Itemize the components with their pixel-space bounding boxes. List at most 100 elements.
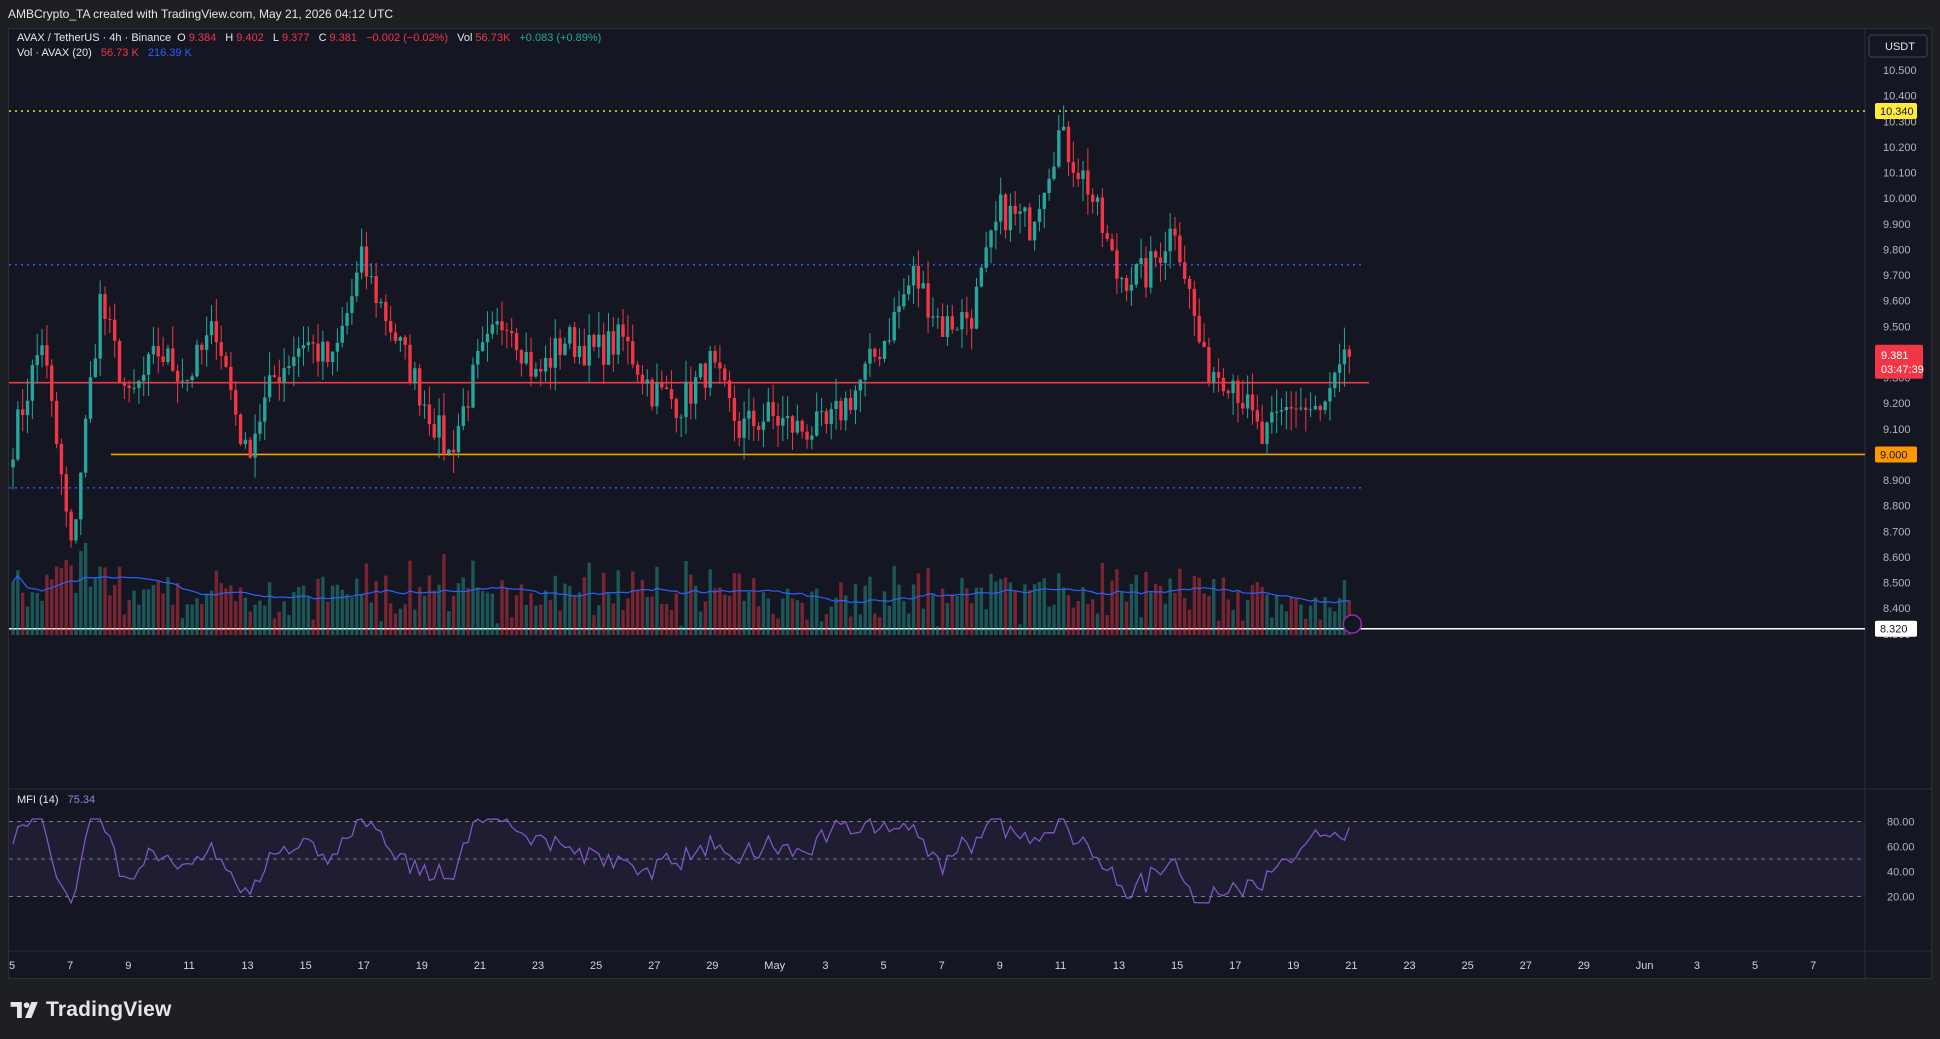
time-tick-label: 13 <box>241 960 253 972</box>
volume-bar <box>1333 611 1337 635</box>
volume-bar <box>500 580 504 635</box>
candle-body <box>674 398 679 418</box>
volume-bar <box>292 591 296 635</box>
volume-bar <box>296 586 301 635</box>
price-tick-label: 9.200 <box>1883 398 1911 410</box>
candle-body <box>1279 410 1284 412</box>
candle-body <box>1241 402 1245 409</box>
candle-body <box>93 358 98 378</box>
mfi-name[interactable]: MFI (14) <box>17 794 59 806</box>
candle-body <box>1250 394 1255 411</box>
volume-bar <box>698 611 703 635</box>
price-tick-label: 8.600 <box>1883 552 1911 564</box>
volume-bar <box>301 585 306 635</box>
volume-bar <box>514 595 519 635</box>
tradingview-logo[interactable]: TradingView <box>10 998 172 1022</box>
volume-bar <box>495 623 499 635</box>
volume-ma-value: 216.39 K <box>147 47 192 59</box>
volume-bar <box>451 595 456 635</box>
price-tick-label: 9.100 <box>1883 424 1911 436</box>
candle-body <box>539 368 543 372</box>
candle-body <box>214 321 219 343</box>
mfi-line <box>12 817 1350 905</box>
volume-bar <box>592 615 596 635</box>
candle-body <box>219 342 223 356</box>
volume-indicator-name[interactable]: Vol · AVAX (20) <box>17 47 92 59</box>
volume-bar <box>1207 596 1211 635</box>
candle-body <box>248 439 252 458</box>
candle-body <box>1323 401 1327 411</box>
volume-bar <box>582 577 587 635</box>
volume-bar <box>195 598 199 635</box>
candle-body <box>771 402 775 417</box>
candle-body <box>650 379 654 407</box>
volume-bar <box>418 587 422 635</box>
volume-bar <box>534 605 538 635</box>
candle-body <box>1153 251 1158 258</box>
brand-name: TradingView <box>46 998 172 1021</box>
volume-bar <box>142 589 146 635</box>
candle-body <box>422 404 427 406</box>
candle-body <box>1168 228 1172 252</box>
time-tick-label: 27 <box>1520 960 1532 972</box>
candle-body <box>645 379 649 384</box>
candle-body <box>369 276 373 278</box>
candle-body <box>945 316 950 337</box>
volume-bar <box>335 584 340 635</box>
candle-body <box>727 380 732 398</box>
candle-body <box>374 276 378 304</box>
candle-body <box>718 362 722 369</box>
candle-body <box>606 331 611 365</box>
volume-bar <box>229 585 233 635</box>
price-chart[interactable]: 10.60010.50010.40010.30010.20010.10010.0… <box>9 29 1932 979</box>
volume-indicator-value: 56.73 K <box>100 47 139 59</box>
volume-bar <box>364 563 369 635</box>
volume-bar <box>219 583 223 635</box>
candle-body <box>974 286 979 329</box>
mfi-value: 75.34 <box>67 794 96 806</box>
candle-body <box>1187 278 1192 290</box>
volume-bar <box>616 570 620 635</box>
candle-body <box>500 321 504 331</box>
time-tick-label: 7 <box>1810 960 1816 972</box>
candle-body <box>277 377 281 384</box>
volume-bar <box>776 618 780 635</box>
time-tick-label: 21 <box>474 960 486 972</box>
volume-bar <box>529 593 533 635</box>
volume-bar <box>911 584 916 635</box>
volume-bar <box>1313 597 1318 635</box>
candle-body <box>892 311 896 341</box>
candle-body <box>301 345 306 349</box>
volume-bar <box>1323 596 1327 635</box>
candle-body <box>1328 388 1332 402</box>
candle-body <box>330 351 335 362</box>
volume-bar <box>384 575 388 635</box>
symbol-label[interactable]: AVAX / TetherUS · 4h · Binance <box>17 32 172 44</box>
volume-bar <box>1081 586 1085 635</box>
candle-body <box>209 321 214 336</box>
volume-bar <box>660 603 664 635</box>
candle-body <box>451 449 456 453</box>
volume-bar <box>103 567 107 635</box>
candle-body <box>161 356 165 363</box>
bar-countdown-label: 03:47:39 <box>1881 364 1924 376</box>
volume-bar <box>40 600 44 635</box>
candle-body <box>142 374 146 381</box>
volume-bar <box>161 593 165 635</box>
volume-bar <box>1318 619 1322 635</box>
price-tick-label: 9.800 <box>1883 244 1911 256</box>
volume-bar <box>742 600 746 635</box>
open-value: 9.384 <box>188 32 217 44</box>
chart-panel[interactable]: 10.60010.50010.40010.30010.20010.10010.0… <box>8 28 1932 979</box>
candle-body <box>839 401 843 421</box>
volume-bar <box>572 595 577 635</box>
candle-body <box>282 368 286 384</box>
candle-body <box>1207 347 1211 383</box>
volume-bar <box>756 606 761 635</box>
candle-body <box>858 379 862 391</box>
candle-body <box>1337 364 1342 373</box>
candle-body <box>1149 251 1153 288</box>
candle-body <box>427 404 432 425</box>
volume-bar <box>631 571 635 635</box>
time-tick-label: 3 <box>1694 960 1700 972</box>
